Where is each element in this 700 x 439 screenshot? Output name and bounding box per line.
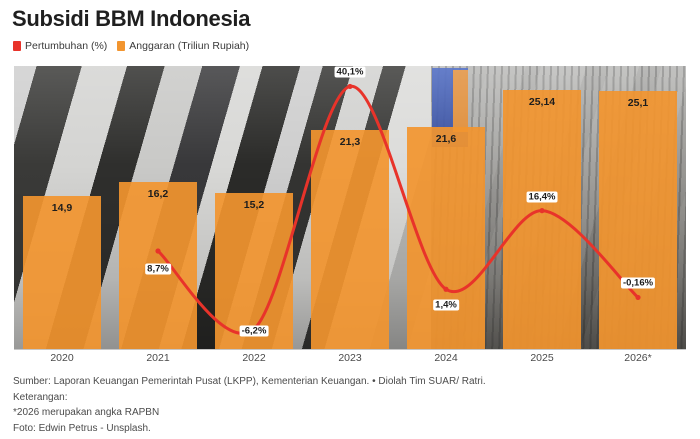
bar-2020: 14,9 xyxy=(23,195,101,349)
bar-value-label: 25,14 xyxy=(528,96,556,109)
bar-value-label: 16,2 xyxy=(147,188,169,201)
growth-line-path xyxy=(156,84,640,335)
bar-2026: 25,1 xyxy=(599,90,677,349)
background-photo-orange-shape xyxy=(453,70,469,133)
growth-point-marker xyxy=(539,208,545,214)
bar-value-label: 21,3 xyxy=(339,135,361,148)
bar-value-label: 15,2 xyxy=(243,198,265,211)
footer-line-note: *2026 merupakan angka RAPBN xyxy=(13,407,160,418)
growth-value-label: 8,7% xyxy=(145,263,171,275)
legend-swatch-red-icon xyxy=(13,41,21,51)
page-title: Subsidi BBM Indonesia xyxy=(12,6,251,31)
growth-line-series xyxy=(155,83,641,335)
legend-item-anggaran: Anggaran (Triliun Rupiah) xyxy=(117,40,249,52)
x-tick-2023: 2023 xyxy=(338,352,362,364)
x-tick-2022: 2022 xyxy=(242,352,266,364)
growth-value-label: -0,16% xyxy=(620,277,656,289)
x-tick-2025: 2025 xyxy=(530,352,554,364)
footer-line-keterangan: Keterangan: xyxy=(13,391,68,403)
bar-value-label: 25,1 xyxy=(627,96,649,109)
x-tick-2024: 2024 xyxy=(434,352,458,364)
footer-notes: Sumber: Laporan Keuangan Pemerintah Pusa… xyxy=(13,374,687,436)
chart-plot-area: 14,9 16,2 15,2 21,3 21,6 25,14 25,1 8,7% -6,2% 4… xyxy=(14,66,686,349)
bar-2025: 25,14 xyxy=(503,90,581,349)
bar-2023: 21,3 xyxy=(311,129,389,349)
legend-label-anggaran: Anggaran (Triliun Rupiah) xyxy=(129,40,250,52)
growth-point-marker xyxy=(155,248,161,254)
growth-value-label: 40,1% xyxy=(334,66,366,78)
growth-point-marker xyxy=(635,294,641,301)
x-tick-2021: 2021 xyxy=(146,352,170,364)
growth-point-marker xyxy=(347,83,353,90)
legend-label-pertumbuhan: Pertumbuhan (%) xyxy=(25,40,108,52)
footer-line-source: Sumber: Laporan Keuangan Pemerintah Pusa… xyxy=(13,376,486,387)
growth-value-label: -6,2% xyxy=(239,325,269,337)
legend-swatch-orange-icon xyxy=(117,41,126,51)
growth-point-marker xyxy=(443,286,449,292)
legend-item-pertumbuhan: Pertumbuhan (%) xyxy=(13,40,107,52)
x-tick-2026: 2026* xyxy=(624,352,652,364)
growth-value-label: 1,4% xyxy=(433,299,459,311)
growth-value-label: 16,4% xyxy=(526,191,558,203)
bar-value-label: 21,6 xyxy=(435,132,457,145)
x-axis-tick-labels: 2020 2021 2022 2023 2024 2025 2026* xyxy=(14,352,686,370)
x-axis-line xyxy=(14,349,686,350)
chart-legend: Pertumbuhan (%) Anggaran (Triliun Rupiah… xyxy=(13,40,249,52)
bar-series: 14,9 16,2 15,2 21,3 21,6 25,14 25,1 xyxy=(14,66,686,349)
bar-value-label: 14,9 xyxy=(51,201,73,214)
x-tick-2020: 2020 xyxy=(50,352,74,364)
footer-line-photo: Foto: Edwin Petrus - Unsplash. xyxy=(13,422,151,434)
